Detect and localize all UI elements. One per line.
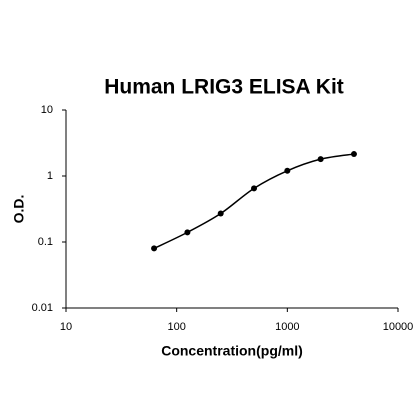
data-point — [217, 210, 224, 217]
y-axis-label: O.D. — [11, 195, 27, 224]
chart-title: Human LRIG3 ELISA Kit — [104, 76, 344, 99]
x-axis-label: Concentration(pg/ml) — [161, 343, 303, 359]
data-point — [317, 156, 324, 163]
data-point — [184, 229, 191, 236]
x-tick-label: 10 — [60, 321, 72, 333]
data-point — [251, 185, 258, 192]
x-tick-label: 1000 — [275, 321, 299, 333]
x-tick-label: 10000 — [383, 321, 414, 333]
x-tick-label: 100 — [167, 321, 185, 333]
data-point — [151, 245, 158, 252]
data-point — [284, 167, 291, 174]
data-point — [350, 151, 357, 158]
y-tick-label: 1 — [47, 170, 53, 182]
y-tick-label: 10 — [41, 104, 53, 116]
fit-curve — [153, 153, 355, 250]
y-tick-label: 0.1 — [38, 236, 53, 248]
y-tick-label: 0.01 — [32, 302, 53, 314]
